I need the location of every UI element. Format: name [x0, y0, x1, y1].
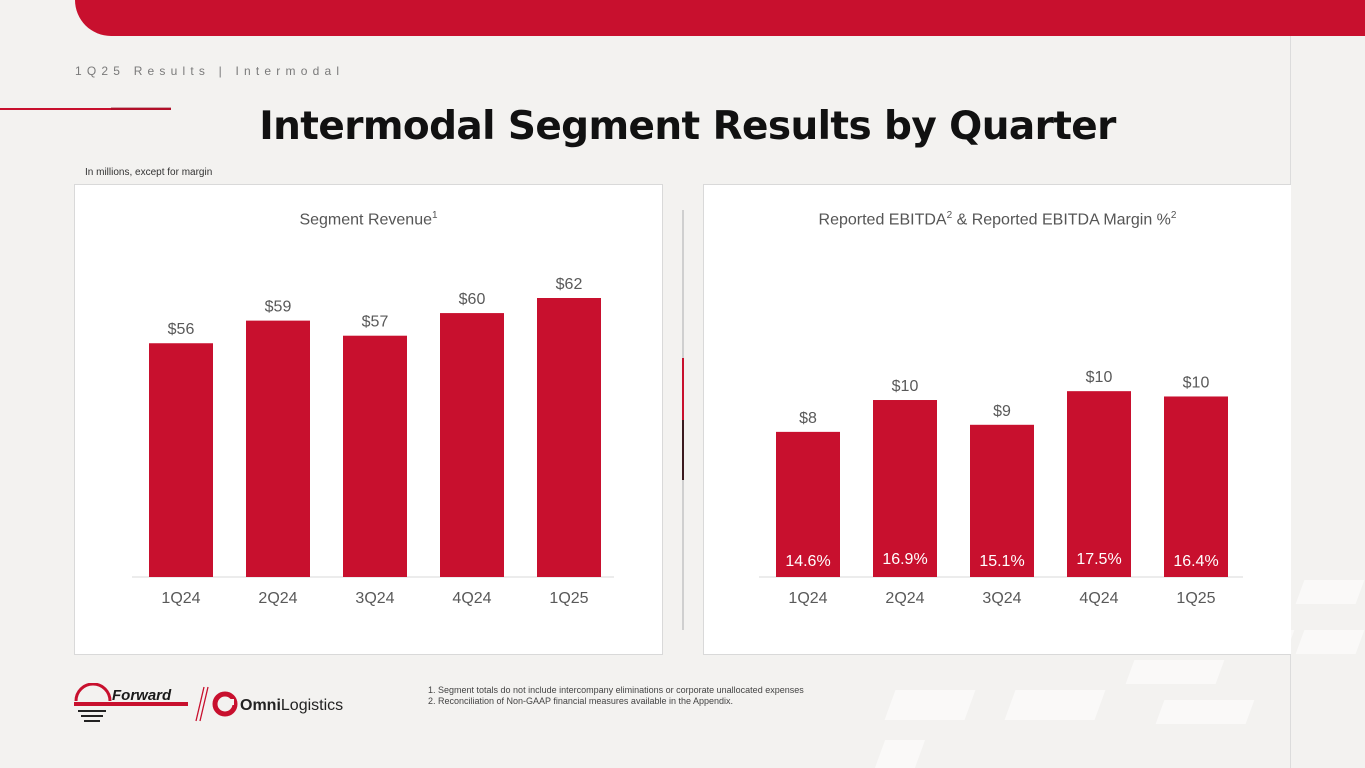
ebitda-chart-panel: Reported EBITDA2 & Reported EBITDA Margi…: [703, 184, 1291, 655]
x-tick-label: 1Q25: [549, 590, 588, 607]
bar: [246, 320, 310, 577]
units-note: In millions, except for margin: [85, 167, 213, 178]
bar-value-label: $9: [993, 403, 1011, 420]
x-tick-label: 1Q24: [788, 590, 827, 607]
svg-text:OmniLogistics: OmniLogistics: [240, 697, 343, 714]
decor-tile: [884, 690, 976, 720]
panel-divider: [682, 210, 684, 630]
decor-tile: [1155, 700, 1255, 724]
x-tick-label: 2Q24: [885, 590, 924, 607]
bar: [440, 313, 504, 577]
decor-tile: [1295, 630, 1365, 654]
bar: [343, 335, 407, 577]
bar: [537, 298, 601, 577]
decor-tile: [1295, 580, 1365, 604]
ebitda-chart-title: Reported EBITDA2 & Reported EBITDA Margi…: [704, 210, 1291, 229]
bar-value-label: $10: [1086, 369, 1113, 386]
bar-value-label: $56: [168, 321, 195, 338]
x-tick-label: 4Q24: [1079, 590, 1118, 607]
x-tick-label: 4Q24: [452, 590, 491, 607]
logo-separator: [195, 686, 209, 722]
divider-accent-dark: [682, 420, 684, 480]
breadcrumb: 1Q25 Results | Intermodal: [75, 64, 345, 78]
ebitda-chart-title-mid: & Reported EBITDA Margin %: [952, 211, 1171, 229]
x-tick-label: 1Q25: [1176, 590, 1215, 607]
top-banner: [75, 0, 1365, 36]
page-title: Intermodal Segment Results by Quarter: [259, 104, 1116, 149]
x-tick-label: 3Q24: [355, 590, 394, 607]
revenue-bar-chart: $56 1Q24 $59 2Q24 $57 3Q24 $60 4Q24 $62 1Q25: [132, 276, 614, 607]
revenue-chart-title-footnote: 1: [431, 210, 438, 221]
bar-value-label: $60: [459, 291, 486, 308]
margin-label: 16.9%: [882, 551, 927, 568]
bar: [1067, 391, 1131, 577]
bar: [970, 424, 1034, 577]
bar-value-label: $59: [265, 299, 292, 316]
revenue-chart-title-text: Segment Revenue: [299, 211, 432, 229]
footnote-2: 2. Reconciliation of Non-GAAP financial …: [428, 696, 734, 706]
bar: [1164, 396, 1228, 577]
forward-logo-text: Forward: [112, 687, 172, 704]
revenue-chart-title: Segment Revenue1: [75, 210, 662, 229]
margin-label: 16.4%: [1173, 553, 1218, 570]
omni-logo-bold: Omni: [240, 697, 281, 714]
ebitda-chart-title-footnote-2: 2: [1170, 210, 1177, 221]
ebitda-chart-title-text: Reported EBITDA: [818, 211, 947, 229]
ebitda-bar-chart: $8 1Q24 14.6% $10 2Q24 16.9% $9 3Q24 15.1% $10 4Q2…: [759, 369, 1243, 607]
forward-logo: Forward: [74, 683, 188, 722]
bar-value-label: $57: [362, 314, 389, 331]
footer-logos: Forward OmniLogistics: [74, 683, 343, 722]
x-tick-label: 2Q24: [258, 590, 297, 607]
bar-value-label: $10: [892, 378, 919, 395]
decor-tile: [1004, 690, 1106, 720]
bar: [149, 343, 213, 577]
footnote-1: 1. Segment totals do not include interco…: [428, 685, 804, 695]
bar-value-label: $8: [799, 410, 817, 427]
x-tick-label: 1Q24: [161, 590, 200, 607]
footnotes: 1. Segment totals do not include interco…: [428, 685, 804, 707]
margin-label: 15.1%: [979, 553, 1024, 570]
x-tick-label: 3Q24: [982, 590, 1021, 607]
margin-label: 17.5%: [1076, 551, 1121, 568]
bar: [776, 431, 840, 577]
decor-tile: [874, 740, 926, 768]
decor-tile: [1125, 660, 1225, 684]
revenue-chart-panel: Segment Revenue1 $56 1Q24 $59 2Q24 $57 3Q24 $6…: [74, 184, 663, 655]
omni-logistics-logo: OmniLogistics: [212, 691, 343, 717]
bar-value-label: $62: [556, 276, 583, 293]
bar-value-label: $10: [1183, 374, 1210, 391]
omni-logo-light: Logistics: [281, 697, 343, 714]
accent-line: [0, 107, 171, 110]
ebitda-chart-title-footnote: 2: [946, 210, 953, 221]
divider-accent: [682, 358, 684, 480]
bar: [873, 400, 937, 577]
margin-label: 14.6%: [785, 553, 830, 570]
